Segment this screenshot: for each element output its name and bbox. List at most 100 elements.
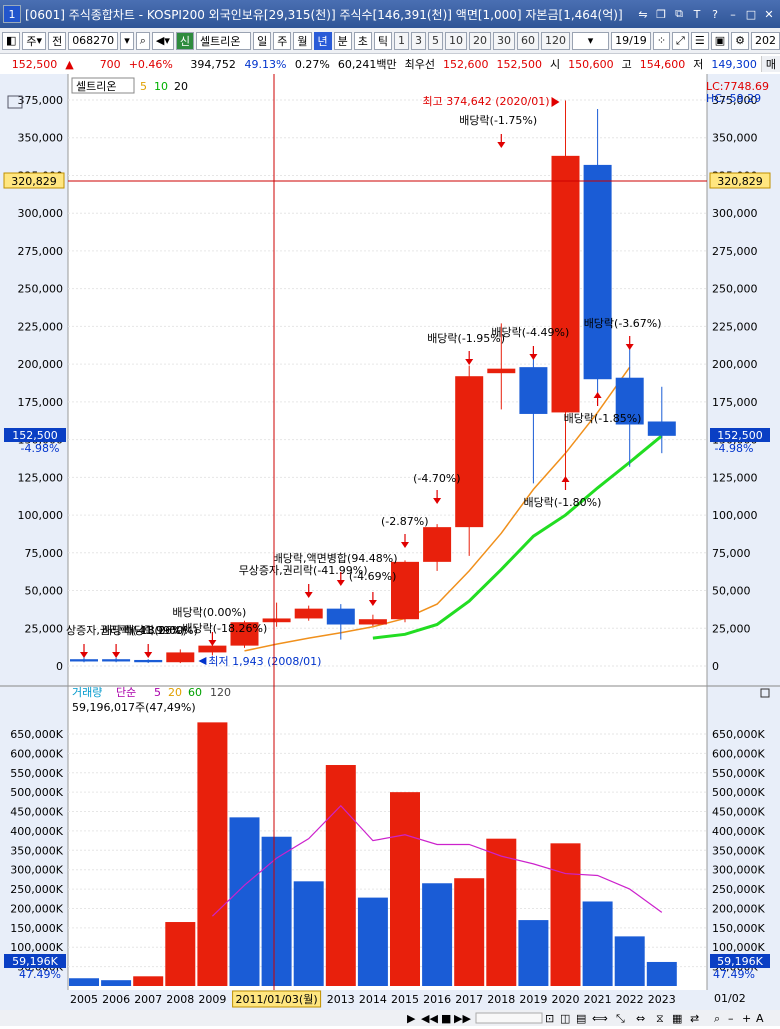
layout-icon[interactable]: ◧ [2, 31, 21, 50]
chart-svg[interactable]: 375,000350,000325,000300,000275,000250,0… [0, 74, 780, 1026]
chart-area[interactable]: 375,000350,000325,000300,000275,000250,0… [0, 74, 780, 1026]
stock-code-input[interactable]: 068270 [68, 31, 119, 50]
interval-120[interactable]: 120 [541, 31, 570, 50]
volume-ytick-left: 200,000K [10, 902, 63, 915]
tool-i-icon[interactable]: ⇄ [690, 1012, 699, 1025]
settings-list-icon[interactable]: ☰ [690, 31, 709, 50]
candle-body [519, 367, 548, 414]
tool-b-icon[interactable]: ◫ [560, 1012, 570, 1025]
volume-bar [261, 836, 292, 986]
trade-button[interactable]: 매 [760, 56, 780, 72]
price-ytick-right: 300,000 [712, 207, 758, 220]
tool-g-icon[interactable]: ⧖ [656, 1012, 664, 1025]
tool-d-icon[interactable]: ⟺ [592, 1012, 608, 1025]
market-select[interactable]: 주 ▾ [22, 31, 47, 50]
x-axis-label: 2015 [391, 993, 419, 1006]
duplicate-icon[interactable]: ⧉ [675, 7, 683, 20]
legend-ma10: 10 [154, 80, 168, 93]
current-price-tag-left-text: 152,500 [12, 429, 58, 442]
stock-name-field[interactable]: 셀트리온 [196, 31, 252, 50]
left-axis-panel [0, 74, 68, 990]
maximize-icon[interactable]: □ [745, 7, 757, 21]
ma20-line [372, 434, 663, 640]
current-pct-right: -4.98% [715, 442, 754, 455]
period-day[interactable]: 일 [253, 31, 272, 50]
sound-icon[interactable]: ◀▾ [151, 31, 174, 50]
scroll-last-icon[interactable]: ▶▶ [454, 1012, 471, 1025]
x-axis-label: 2013 [327, 993, 355, 1006]
scroll-left-icon[interactable]: ▶ [407, 1012, 416, 1025]
period-year[interactable]: 년 [313, 31, 332, 50]
close-icon[interactable]: ✕ [764, 7, 774, 21]
tool-f-icon[interactable]: ⇔ [636, 1012, 645, 1025]
market-type-button[interactable]: 전 [48, 31, 67, 50]
grid-toggle-icon[interactable] [7, 95, 23, 109]
restore-icon[interactable]: ❐ [656, 7, 666, 21]
new-badge[interactable]: 신 [175, 31, 194, 50]
zoom-icon[interactable]: ⌕ [714, 1012, 720, 1025]
current-price: 152,500 [11, 57, 58, 71]
scroll-track[interactable] [475, 1012, 543, 1024]
save-icon[interactable]: ▣ [710, 31, 730, 50]
interval-20[interactable]: 20 [469, 31, 491, 50]
volume-ytick-right: 100,000K [712, 941, 765, 954]
volume-ytick-right: 650,000K [712, 728, 765, 741]
crosshair-icon[interactable]: ⁘ [652, 31, 671, 50]
bottom-scroll-bar[interactable] [0, 1010, 780, 1026]
x-axis-label: 2022 [616, 993, 644, 1006]
open-label: 시 [549, 58, 561, 71]
volume-ytick-left: 600,000K [10, 747, 63, 760]
volume-ytick-right: 600,000K [712, 747, 765, 760]
tool-a-icon[interactable]: ⊡ [545, 1012, 554, 1025]
link-icon[interactable]: ⇋ [638, 7, 648, 21]
candle-body [230, 622, 259, 646]
minimize-icon[interactable]: – [730, 7, 736, 21]
dividend-arrow [625, 344, 634, 350]
period-second[interactable]: 초 [353, 31, 372, 50]
legend-ma5: 5 [140, 80, 147, 93]
period-tick[interactable]: 틱 [373, 31, 392, 50]
interval-60[interactable]: 60 [517, 31, 539, 50]
zoom-in-icon[interactable]: + [742, 1012, 751, 1025]
stop-icon[interactable]: ■ [441, 1012, 451, 1025]
dividend-label: 배당락(-1.75%) [459, 114, 537, 127]
page-counter: 19/19 [611, 31, 651, 50]
zoom-out-icon[interactable]: – [728, 1012, 734, 1025]
volume-panel-close-icon[interactable] [760, 688, 770, 698]
interval-1[interactable]: 1 [394, 31, 409, 50]
period-week[interactable]: 주 [273, 31, 292, 50]
volume-legend-ma5: 5 [154, 686, 161, 699]
dividend-label: 배당락(-1.95%) [427, 332, 505, 345]
volume-legend-title: 거래량 [72, 686, 102, 699]
low-label: 저 [693, 58, 704, 71]
period-month[interactable]: 월 [293, 31, 312, 50]
interval-30[interactable]: 30 [493, 31, 515, 50]
volume-ytick-left: 400,000K [10, 825, 63, 838]
date-field[interactable]: 202 [751, 31, 780, 50]
scroll-first-icon[interactable]: ◀◀ [421, 1012, 438, 1025]
interval-3[interactable]: 3 [411, 31, 426, 50]
draw-icon[interactable]: ⤢ [672, 31, 689, 50]
interval-dropdown[interactable]: ▾ [572, 31, 610, 50]
volume-bar [229, 817, 260, 986]
dividend-label: 배당락(-4.49%) [491, 326, 569, 339]
auto-scale-icon[interactable]: A [756, 1012, 764, 1025]
interval-5[interactable]: 5 [428, 31, 443, 50]
dividend-arrow [465, 359, 474, 365]
period-minute[interactable]: 분 [333, 31, 352, 50]
interval-10[interactable]: 10 [445, 31, 467, 50]
dividend-arrow [112, 652, 121, 658]
ask-label: 최우선 [404, 58, 435, 71]
pin-icon[interactable]: T [693, 7, 701, 21]
help-icon[interactable]: ? [712, 7, 718, 21]
volume-bar [422, 883, 453, 986]
tool-e-icon[interactable]: ⤡ [616, 1012, 625, 1025]
gear-icon[interactable]: ⚙ [731, 31, 749, 50]
tool-h-icon[interactable]: ▦ [672, 1012, 682, 1025]
code-dropdown-icon[interactable]: ▾ [120, 31, 134, 50]
current-pct-left: -4.98% [21, 442, 60, 455]
volume-ytick-left: 550,000K [10, 767, 63, 780]
scroll-controls[interactable]: ▶ ◀◀ ■ ▶▶ ⊡ ◫ ▤ ⟺ ⤡ ⇔ ⧖ ▦ ⇄ ⌕ – + A [407, 1012, 764, 1025]
search-icon[interactable]: ⌕ [135, 31, 150, 50]
tool-c-icon[interactable]: ▤ [576, 1012, 586, 1025]
